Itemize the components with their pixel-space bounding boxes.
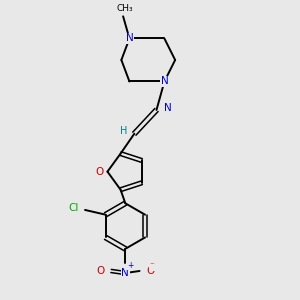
Text: N: N bbox=[126, 34, 133, 44]
Text: +: + bbox=[127, 261, 133, 270]
Text: N: N bbox=[122, 268, 129, 278]
Text: N: N bbox=[160, 76, 168, 86]
Text: CH₃: CH₃ bbox=[116, 4, 133, 13]
Text: O: O bbox=[95, 167, 104, 177]
Text: N: N bbox=[164, 103, 172, 113]
Text: ⁻: ⁻ bbox=[150, 262, 154, 271]
Text: O: O bbox=[97, 266, 105, 276]
Text: H: H bbox=[120, 125, 127, 136]
Text: Cl: Cl bbox=[68, 203, 79, 213]
Text: O: O bbox=[146, 266, 154, 276]
